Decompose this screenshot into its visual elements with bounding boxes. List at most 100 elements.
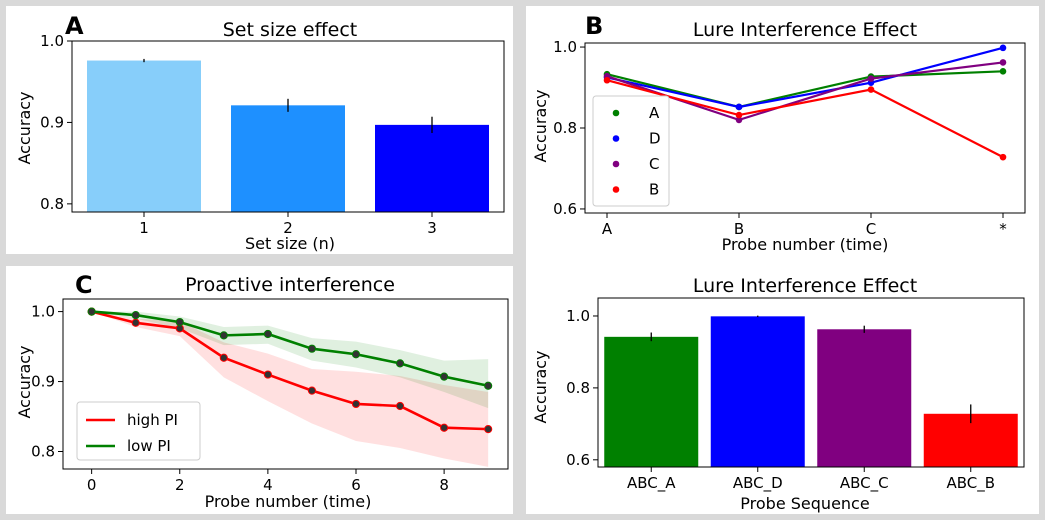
panel-letter-b: B [585, 12, 603, 40]
legend-label-b: D [649, 130, 661, 148]
data-point-b [999, 59, 1007, 66]
plot-frame-c [62, 298, 509, 470]
legend-label-c: high PI [127, 411, 178, 429]
data-point-c [263, 329, 272, 339]
x-tick-label-d: ABC_D [733, 474, 783, 493]
legend-label-b: A [649, 104, 660, 122]
panel-b-lure-lines: B Lure Interference Effect Accuracy Prob… [531, 12, 1026, 254]
data-point-c [395, 359, 405, 368]
data-point-c [351, 350, 361, 359]
legend-box-b [592, 95, 670, 207]
y-tick-label-d: 0.6 [566, 451, 590, 469]
data-point-c [131, 310, 140, 320]
series-line-b [606, 79, 1004, 159]
x-axis-label-a: Set size (n) [245, 234, 335, 253]
data-point-c [175, 317, 184, 327]
y-axis-label-b: Accuracy [531, 89, 550, 162]
x-axis-label-b: Probe number (time) [722, 235, 889, 254]
bar-d [817, 329, 912, 467]
bar-a [231, 105, 345, 212]
x-tick-label-b: C [866, 220, 876, 238]
panel-letter-c: C [75, 271, 93, 299]
x-tick-label-b: A [602, 220, 613, 238]
panel-letter-a: A [65, 12, 84, 40]
x-tick-label-b: * [999, 220, 1007, 238]
x-tick-label-c: 0 [87, 476, 97, 494]
y-axis-label-c: Accuracy [15, 345, 34, 418]
data-point-c [484, 381, 493, 390]
data-point-c [440, 372, 449, 381]
x-tick-label-c: 2 [175, 476, 185, 494]
data-point-b [735, 116, 743, 124]
legend-label-b: B [649, 181, 659, 199]
panel-c-proactive: C Proactive interference Accuracy Probe … [15, 271, 509, 511]
chart-marks-a: 1 2 3 0.8 0.9 1.0 [40, 32, 505, 237]
y-tick-label-d: 1.0 [566, 307, 590, 325]
legend-marker-b [612, 186, 620, 193]
confidence-band-c [91, 311, 489, 467]
y-tick-label-c: 0.8 [31, 443, 55, 461]
y-tick-label-a: 1.0 [40, 32, 64, 50]
y-tick-label-c: 1.0 [31, 303, 55, 321]
x-tick-label-a: 2 [283, 219, 293, 237]
data-point-c [484, 425, 493, 434]
panel-frame-c [0, 258, 521, 520]
bar-d [710, 316, 805, 467]
chart-marks-d: ABC_A ABC_D ABC_C ABC_B 0.6 0.8 1.0 [566, 297, 1025, 493]
x-tick-label-a: 3 [427, 219, 437, 237]
x-tick-label-d: ABC_A [627, 474, 676, 493]
bar-a [87, 60, 201, 212]
data-point-b [735, 103, 743, 111]
series-line-b [606, 46, 1004, 109]
x-tick-label-c: 4 [263, 476, 273, 494]
data-point-b [999, 68, 1007, 75]
y-tick-label-a: 0.8 [40, 195, 64, 213]
data-point-c [351, 399, 361, 409]
panel-frame-right [518, 0, 1045, 520]
chart-title-c: Proactive interference [185, 274, 395, 296]
bar-d [604, 336, 699, 467]
y-axis-label-d: Accuracy [531, 350, 550, 423]
x-tick-label-a: 1 [139, 219, 149, 237]
bar-a [375, 124, 489, 212]
series-line-c [91, 310, 489, 431]
confidence-band-c [91, 311, 489, 409]
x-tick-label-d: ABC_B [946, 474, 995, 493]
chart-marks-c: 0 2 4 6 8 0.8 0.9 1.0 high PI low PI [31, 298, 509, 494]
y-axis-label-a: Accuracy [15, 91, 34, 164]
chart-title-d: Lure Interference Effect [693, 275, 917, 297]
data-point-c [87, 307, 96, 316]
legend-label-c: low PI [127, 437, 171, 455]
chart-title-b: Lure Interference Effect [693, 19, 917, 41]
series-line-c [91, 310, 489, 388]
legend-marker-b [612, 135, 620, 142]
data-point-c [219, 331, 228, 340]
panel-d-lure-bars: Lure Interference Effect Accuracy Probe … [531, 275, 1025, 513]
data-point-c [219, 353, 228, 362]
data-point-c [263, 370, 272, 379]
x-tick-label-d: ABC_C [840, 474, 889, 493]
legend-marker-b [612, 109, 620, 117]
data-point-c [307, 386, 317, 395]
y-tick-label-b: 1.0 [553, 38, 577, 56]
plot-frame-d [597, 297, 1025, 468]
y-tick-label-a: 0.9 [40, 113, 64, 131]
y-tick-label-c: 0.9 [31, 373, 55, 391]
x-axis-label-c: Probe number (time) [205, 492, 372, 511]
plot-frame-a [71, 40, 505, 213]
panel-a-set-size: A Set size effect Accuracy Set size (n) … [15, 12, 505, 253]
data-point-b [999, 153, 1007, 161]
data-point-b [867, 75, 875, 82]
data-point-c [307, 344, 317, 353]
data-point-b [999, 44, 1007, 52]
y-tick-label-d: 0.8 [566, 379, 590, 397]
data-point-b [867, 86, 875, 93]
legend-label-b: C [649, 155, 659, 173]
data-point-b [735, 111, 743, 119]
y-tick-label-b: 0.6 [553, 200, 577, 218]
chart-title-a: Set size effect [223, 19, 357, 41]
data-point-b [603, 76, 611, 84]
data-point-c [131, 318, 140, 327]
